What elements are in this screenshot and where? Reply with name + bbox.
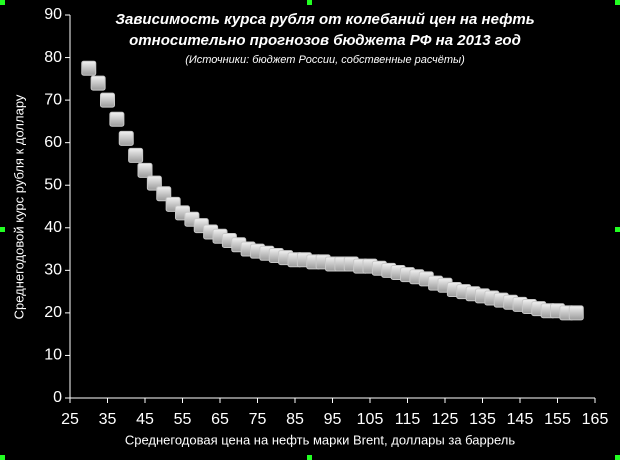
x-tick-label: 115 (395, 411, 421, 428)
y-tick-label: 10 (44, 347, 62, 364)
marker (137, 162, 153, 178)
x-tick-label: 25 (61, 411, 79, 428)
x-tick-label: 135 (469, 411, 496, 428)
x-tick-label: 155 (544, 411, 571, 428)
y-tick-label: 60 (44, 134, 62, 151)
x-tick-label: 105 (357, 411, 384, 428)
y-tick-label: 30 (44, 262, 62, 279)
chart-subtitle: (Источники: бюджет России, собственные р… (185, 54, 465, 66)
y-tick-label: 20 (44, 304, 62, 321)
x-tick-label: 55 (174, 411, 192, 428)
marker (109, 111, 125, 127)
marker (81, 60, 97, 76)
x-tick-label: 125 (432, 411, 459, 428)
x-axis-label: Среднегодовая цена на нефть марки Brent,… (125, 432, 516, 447)
x-tick-label: 165 (582, 411, 609, 428)
x-tick-label: 145 (507, 411, 534, 428)
x-tick-label: 45 (136, 411, 154, 428)
marker (568, 305, 584, 321)
chart-title: относительно прогнозов бюджета РФ на 201… (129, 32, 521, 49)
y-axis-label: Среднегодовой курс рубля к доллару (11, 94, 26, 319)
marker (128, 147, 144, 163)
chart-title: Зависимость курса рубля от колебаний цен… (115, 11, 534, 28)
y-tick-label: 90 (44, 6, 62, 23)
y-tick-label: 70 (44, 91, 62, 108)
marker (90, 75, 106, 91)
x-tick-label: 65 (211, 411, 229, 428)
y-tick-label: 50 (44, 176, 62, 193)
x-tick-label: 35 (99, 411, 117, 428)
x-tick-label: 85 (286, 411, 304, 428)
y-tick-label: 40 (44, 219, 62, 236)
x-tick-label: 95 (324, 411, 342, 428)
marker (118, 130, 134, 146)
y-tick-label: 0 (53, 389, 62, 406)
marker (100, 92, 115, 108)
y-tick-label: 80 (44, 49, 62, 66)
x-tick-label: 75 (249, 411, 267, 428)
